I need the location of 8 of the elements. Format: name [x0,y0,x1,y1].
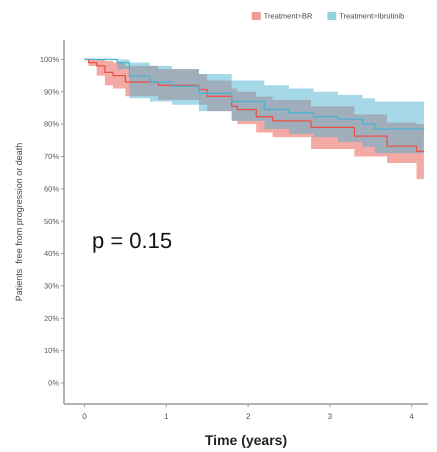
y-axis-title: Patients free from progression or death [14,142,24,302]
x-tick-label: 1 [164,412,170,421]
x-tick-label: 2 [246,412,251,421]
x-axis-title: Time (years) [204,432,288,448]
x-tick-label: 4 [409,412,414,421]
annotation: p = 0.15 [92,228,172,253]
x-tick-label: 3 [328,412,333,421]
x-tick-label: 0 [82,412,88,421]
